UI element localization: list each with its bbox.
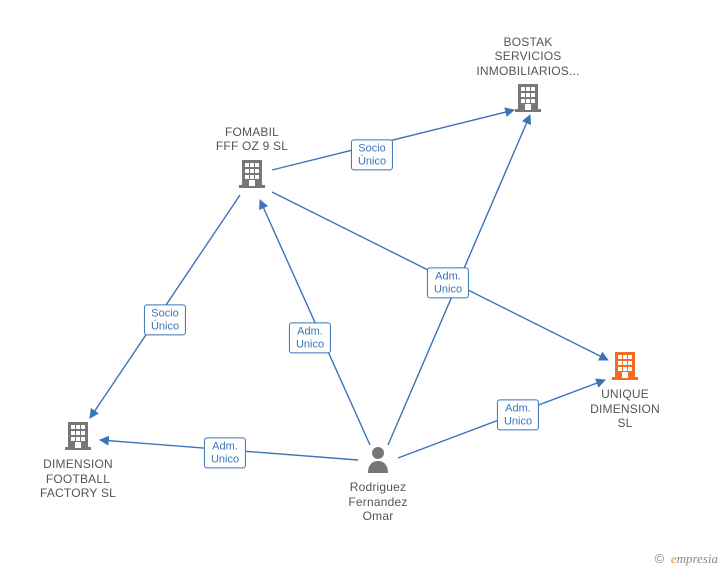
node-bostak: BOSTAK SERVICIOS INMOBILIARIOS... — [468, 35, 588, 116]
building-icon — [65, 420, 91, 450]
edge-label-fomabil-bostak: Socio Único — [351, 139, 393, 170]
node-dff: DIMENSION FOOTBALL FACTORY SL — [18, 420, 138, 501]
copyright-symbol: © — [655, 551, 665, 566]
building-icon — [612, 350, 638, 380]
building-icon — [515, 82, 541, 115]
edge-label-omar-unique: Adm. Unico — [497, 399, 539, 430]
edge-label-omar-fomabil: Adm. Unico — [289, 322, 331, 353]
node-unique: UNIQUE DIMENSION SL — [565, 350, 685, 431]
diagram-stage: BOSTAK SERVICIOS INMOBILIARIOS... FOMABI… — [0, 0, 728, 575]
node-fomabil: FOMABIL FFF OZ 9 SL — [192, 125, 312, 191]
building-icon — [65, 420, 91, 453]
person-icon — [366, 445, 390, 476]
edge-label-fomabil-dff: Socio Único — [144, 304, 186, 335]
building-icon — [612, 350, 638, 383]
edge-label-omar-bostak: Adm. Unico — [427, 267, 469, 298]
node-label: Rodriguez Fernandez Omar — [318, 480, 438, 523]
building-icon — [239, 158, 265, 188]
node-label: FOMABIL FFF OZ 9 SL — [192, 125, 312, 154]
node-label: DIMENSION FOOTBALL FACTORY SL — [18, 457, 138, 500]
building-icon — [515, 82, 541, 112]
node-label: UNIQUE DIMENSION SL — [565, 387, 685, 430]
person-icon — [366, 445, 390, 473]
edge-label-omar-dff: Adm. Unico — [204, 437, 246, 468]
node-label: BOSTAK SERVICIOS INMOBILIARIOS... — [468, 35, 588, 78]
building-icon — [239, 158, 265, 191]
watermark: © empresia — [655, 551, 718, 567]
node-omar: Rodriguez Fernandez Omar — [318, 445, 438, 524]
brand-rest: mpresia — [677, 551, 718, 566]
